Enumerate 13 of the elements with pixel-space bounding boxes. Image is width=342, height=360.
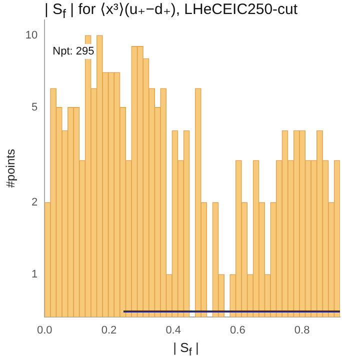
y-tick-label: 2: [32, 196, 38, 209]
x-axis-title: | S$_{f}$ |: [172, 340, 200, 359]
x-tick-label: 0.8: [294, 324, 310, 336]
x-tick-label: 0.0: [36, 324, 52, 336]
annotation: Npt: 295: [52, 46, 94, 58]
y-tick-label: 1: [32, 268, 38, 280]
chart-title: | S$_{f}$ | for ⟨x³⟩(u₊−d₊), LHeCEIC250-cut: [43, 0, 299, 21]
y-tick-label: 10: [25, 29, 38, 42]
y-axis-title: #points: [4, 149, 18, 188]
x-tick-label: 0.4: [166, 324, 181, 336]
x-tick-label: 0.6: [230, 324, 246, 336]
x-tick-label: 0.2: [101, 324, 117, 336]
y-tick-label: 5: [32, 101, 38, 114]
